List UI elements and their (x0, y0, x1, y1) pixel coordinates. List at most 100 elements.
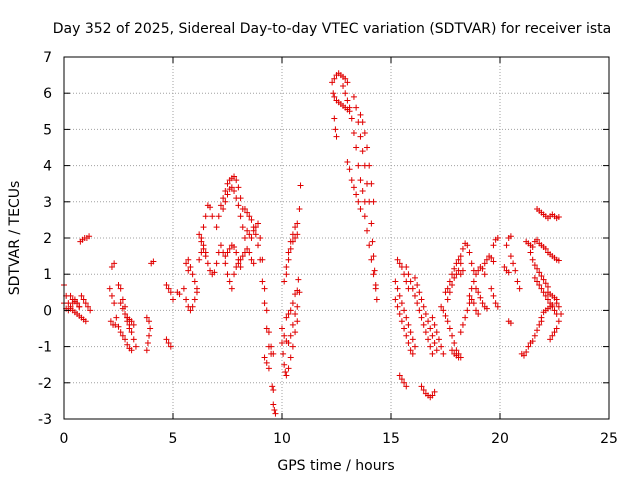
data-point (438, 343, 445, 350)
data-point (128, 347, 135, 354)
data-point (468, 260, 475, 267)
data-point (370, 253, 377, 260)
data-point (270, 401, 277, 408)
data-point (457, 354, 464, 361)
data-point (481, 271, 488, 278)
data-point (547, 300, 554, 307)
data-point (117, 329, 124, 336)
data-point (228, 184, 235, 191)
data-point (146, 318, 153, 325)
data-point (523, 349, 530, 356)
data-point (538, 314, 545, 321)
data-point (409, 350, 416, 357)
data-point (295, 276, 302, 283)
data-point (438, 303, 445, 310)
data-point (271, 406, 278, 413)
data-point (285, 256, 292, 263)
y-tick-label: -3 (38, 412, 52, 428)
data-point (285, 339, 292, 346)
data-point (514, 278, 521, 285)
data-point (84, 303, 91, 310)
data-point (235, 202, 242, 209)
data-point (418, 296, 425, 303)
data-point (503, 242, 510, 249)
data-point (244, 245, 251, 252)
data-point (536, 269, 543, 276)
data-point (479, 265, 486, 272)
data-point (507, 233, 514, 240)
data-point (200, 224, 207, 231)
data-point (544, 283, 551, 290)
data-point (272, 410, 279, 417)
data-point (147, 325, 154, 332)
data-point (283, 314, 290, 321)
data-point (163, 282, 170, 289)
data-point (191, 278, 198, 285)
data-point (233, 195, 240, 202)
data-point (259, 256, 266, 263)
data-point (78, 292, 85, 299)
data-point (407, 329, 414, 336)
data-point (207, 204, 214, 211)
data-point (287, 332, 294, 339)
x-tick-label: 5 (169, 431, 178, 447)
data-point (250, 227, 257, 234)
data-point (76, 303, 83, 310)
data-point (215, 213, 222, 220)
data-point (442, 312, 449, 319)
data-point (422, 311, 429, 318)
data-point (259, 278, 266, 285)
data-point (196, 256, 203, 263)
data-point (108, 292, 115, 299)
data-point (241, 235, 248, 241)
data-point (202, 249, 209, 256)
data-point (553, 300, 560, 307)
data-point (296, 206, 303, 213)
data-point (222, 260, 229, 267)
data-point (429, 332, 436, 339)
data-point (292, 311, 299, 318)
data-point (475, 267, 482, 274)
data-point (119, 305, 126, 312)
data-point (202, 213, 209, 220)
data-point (359, 148, 366, 155)
data-point (187, 263, 194, 270)
data-point (364, 227, 371, 234)
data-point (281, 278, 288, 285)
data-point (185, 256, 192, 263)
data-point (403, 314, 410, 321)
data-point (344, 97, 351, 104)
data-point (361, 213, 368, 220)
data-point (553, 325, 560, 332)
data-point (239, 253, 246, 260)
data-point (396, 260, 403, 267)
data-point (449, 332, 456, 339)
data-point (403, 332, 410, 339)
data-point (204, 260, 211, 267)
data-point (475, 289, 482, 296)
data-point (269, 383, 276, 390)
data-point (501, 263, 508, 270)
x-tick-label: 10 (273, 431, 291, 447)
y-tick-label: 1 (43, 267, 52, 283)
data-point (185, 267, 192, 274)
data-point (429, 350, 436, 357)
data-point (396, 311, 403, 318)
data-point (396, 372, 403, 379)
data-point (529, 338, 536, 345)
data-point (297, 182, 304, 189)
data-point (366, 242, 373, 249)
data-point (196, 231, 203, 238)
data-point (285, 249, 292, 256)
data-point (224, 180, 231, 187)
data-point (414, 282, 421, 289)
data-point (283, 263, 290, 270)
data-point (233, 263, 240, 270)
data-point (270, 387, 277, 394)
data-point (279, 339, 285, 346)
data-point (416, 289, 423, 296)
data-point (549, 332, 556, 339)
data-point (115, 282, 122, 289)
data-point (122, 311, 129, 318)
data-point (344, 158, 351, 165)
